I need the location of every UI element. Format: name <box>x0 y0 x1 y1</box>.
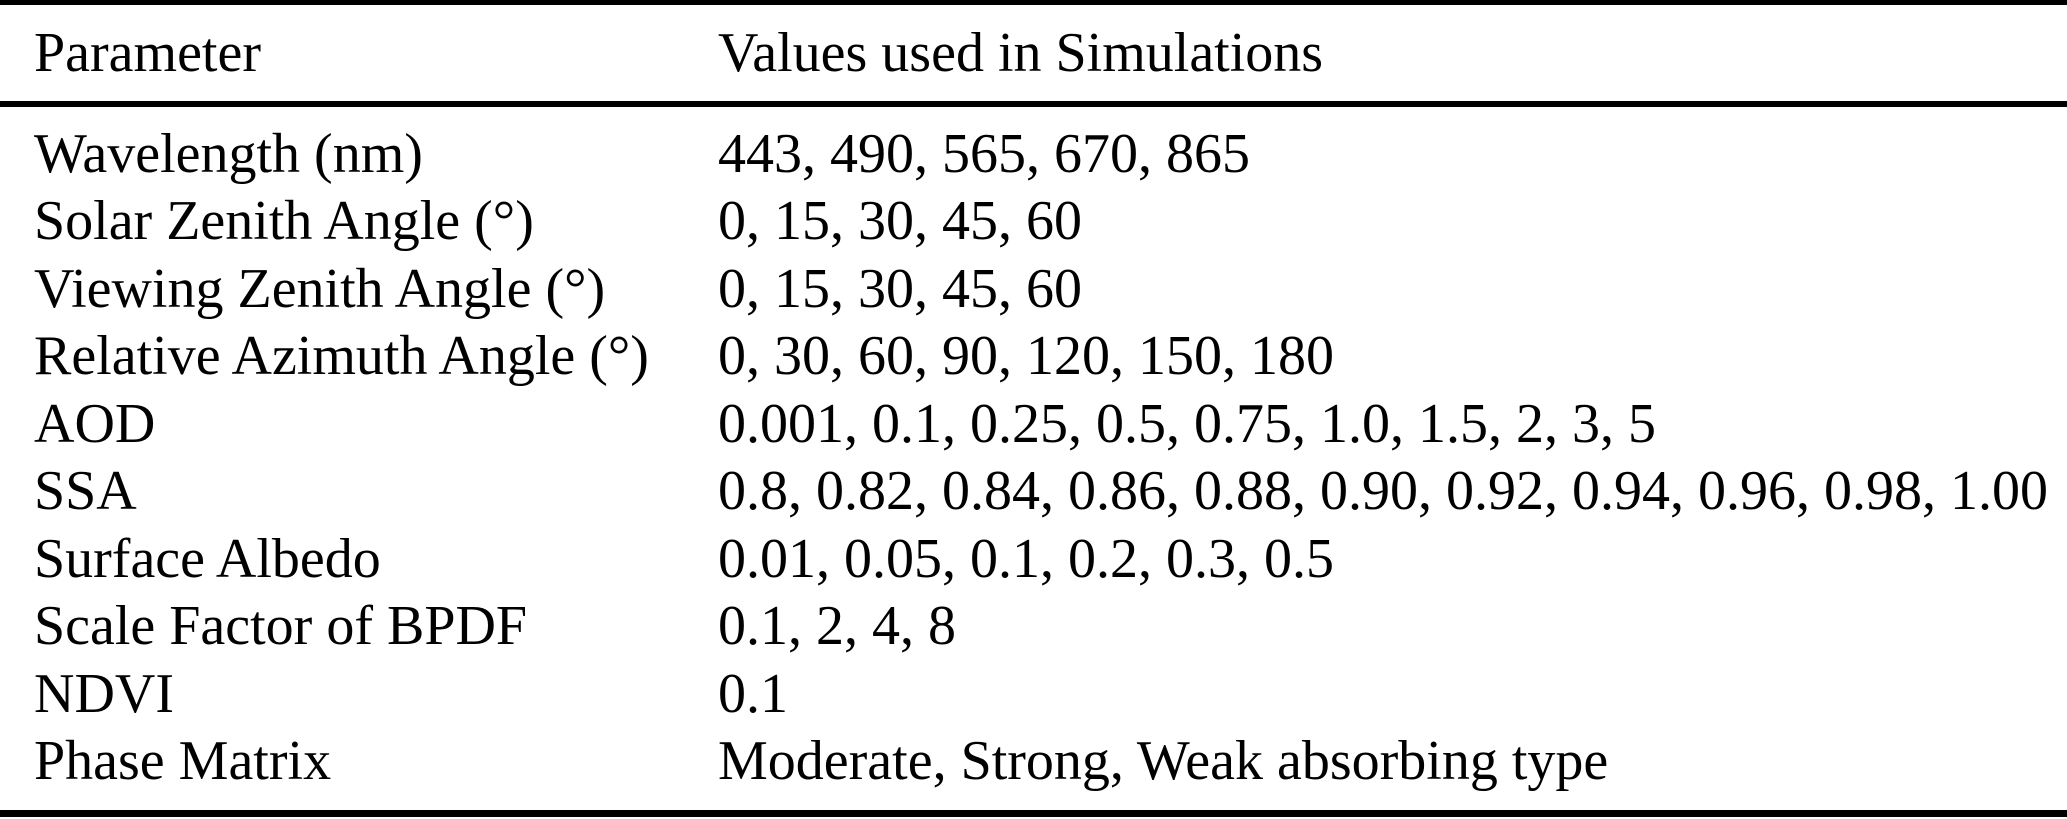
values-cell: 0.01, 0.05, 0.1, 0.2, 0.3, 0.5 <box>718 527 1334 590</box>
parameter-cell: Wavelength (nm) <box>34 122 423 185</box>
table-row: Solar Zenith Angle (°) 0, 15, 30, 45, 60 <box>0 188 2067 256</box>
column-header-parameter: Parameter <box>34 22 261 84</box>
table-body: Wavelength (nm) 443, 490, 565, 670, 865 … <box>0 107 2067 810</box>
values-cell: 0.001, 0.1, 0.25, 0.5, 0.75, 1.0, 1.5, 2… <box>718 392 1656 455</box>
values-cell: 0.1, 2, 4, 8 <box>718 595 956 658</box>
values-cell: 0, 15, 30, 45, 60 <box>718 190 1082 253</box>
parameter-cell: NDVI <box>34 662 174 725</box>
values-cell: 0.8, 0.82, 0.84, 0.86, 0.88, 0.90, 0.92,… <box>718 460 2048 523</box>
column-header-values: Values used in Simulations <box>718 22 1324 84</box>
parameter-cell: Scale Factor of BPDF <box>34 595 528 658</box>
table-row: Surface Albedo 0.01, 0.05, 0.1, 0.2, 0.3… <box>0 525 2067 593</box>
values-cell: 0, 30, 60, 90, 120, 150, 180 <box>718 325 1334 388</box>
parameter-cell: Relative Azimuth Angle (°) <box>34 325 649 388</box>
table-bottom-rule <box>0 810 2067 817</box>
table-row: AOD 0.001, 0.1, 0.25, 0.5, 0.75, 1.0, 1.… <box>0 390 2067 458</box>
values-cell: 0.1 <box>718 662 788 725</box>
parameter-cell: Solar Zenith Angle (°) <box>34 190 534 253</box>
table-row: Phase Matrix Moderate, Strong, Weak abso… <box>0 728 2067 796</box>
values-cell: 443, 490, 565, 670, 865 <box>718 122 1250 185</box>
table-header-row: Parameter Values used in Simulations <box>0 5 2067 101</box>
parameter-cell: AOD <box>34 392 156 455</box>
parameter-cell: SSA <box>34 460 137 523</box>
values-cell: Moderate, Strong, Weak absorbing type <box>718 730 1609 793</box>
table-row: Viewing Zenith Angle (°) 0, 15, 30, 45, … <box>0 255 2067 323</box>
table-row: SSA 0.8, 0.82, 0.84, 0.86, 0.88, 0.90, 0… <box>0 458 2067 526</box>
table-row: NDVI 0.1 <box>0 660 2067 728</box>
table-top-rule <box>0 0 2067 5</box>
table-header-rule <box>0 101 2067 107</box>
parameter-cell: Phase Matrix <box>34 730 332 793</box>
parameter-cell: Viewing Zenith Angle (°) <box>34 257 606 320</box>
table-row: Scale Factor of BPDF 0.1, 2, 4, 8 <box>0 593 2067 661</box>
table-row: Wavelength (nm) 443, 490, 565, 670, 865 <box>0 120 2067 188</box>
parameter-cell: Surface Albedo <box>34 527 381 590</box>
table-row: Relative Azimuth Angle (°) 0, 30, 60, 90… <box>0 323 2067 391</box>
values-cell: 0, 15, 30, 45, 60 <box>718 257 1082 320</box>
